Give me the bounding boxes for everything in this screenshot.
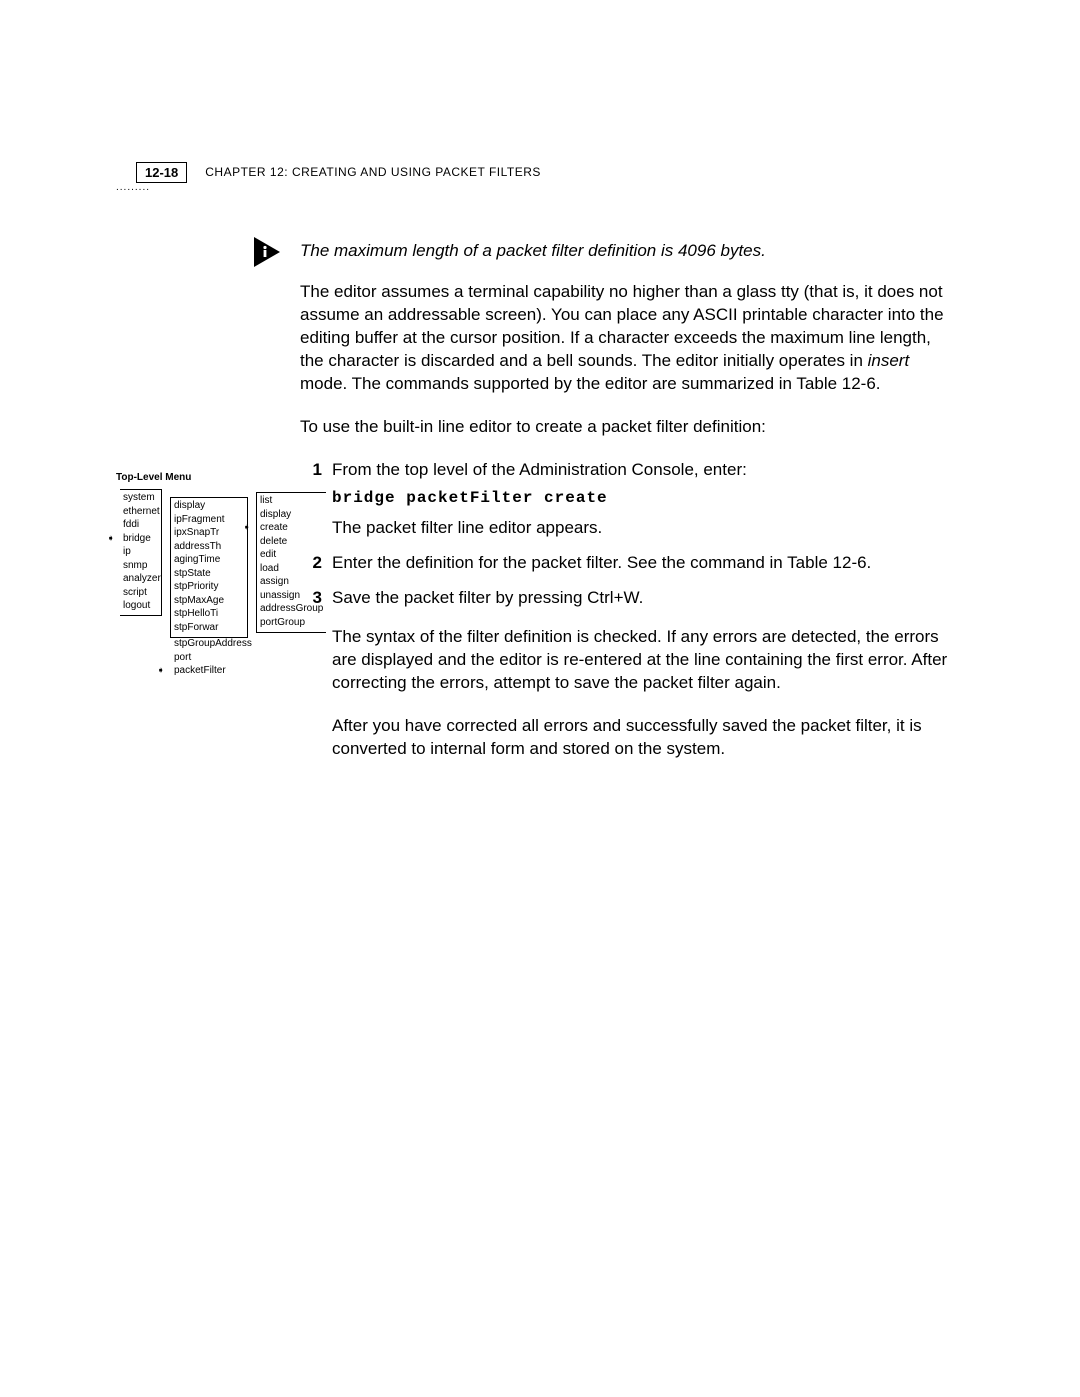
- menu-item: packetFilter: [170, 665, 248, 679]
- instruction-intro: To use the built-in line editor to creat…: [300, 416, 950, 439]
- menu-item: edit: [260, 549, 323, 563]
- menu-item: port: [170, 651, 248, 665]
- menu-item: agingTime: [174, 554, 244, 568]
- menu-item: ipFragment: [174, 513, 244, 527]
- page-number: 12-18: [136, 162, 187, 183]
- menu-item: display: [174, 500, 244, 514]
- page-header: 12-18 CHAPTER 12: CREATING AND USING PAC…: [136, 162, 940, 183]
- menu-item: stpState: [174, 567, 244, 581]
- command-text: bridge packetFilter create: [332, 488, 950, 510]
- menu-item: ip: [123, 546, 158, 560]
- menu-item: ethernet: [123, 505, 158, 519]
- menu-item: fddi: [123, 519, 158, 533]
- menu-title: Top-Level Menu: [116, 472, 330, 485]
- menu-item: create: [260, 522, 323, 536]
- step3-para-b: After you have corrected all errors and …: [332, 715, 950, 761]
- menu-diagram: Top-Level Menu systemethernetfddibridgei…: [116, 472, 330, 679]
- max-length-note: The maximum length of a packet filter de…: [300, 240, 950, 263]
- menu-item: stpMaxAge: [174, 594, 244, 608]
- menu-item: snmp: [123, 559, 158, 573]
- main-content: The maximum length of a packet filter de…: [300, 240, 950, 791]
- menu-item: load: [260, 562, 323, 576]
- menu-item: script: [123, 586, 158, 600]
- para1-b: mode. The commands supported by the edit…: [300, 374, 881, 393]
- step1-line2: The packet filter line editor appears.: [332, 517, 950, 540]
- menu-item: portGroup: [260, 616, 323, 630]
- menu-item: bridge: [123, 532, 158, 546]
- menu-item: stpHelloTi: [174, 608, 244, 622]
- menu-item: addressGroup: [260, 603, 323, 617]
- menu-item: analyzer: [123, 573, 158, 587]
- editor-description: The editor assumes a terminal capability…: [300, 281, 950, 396]
- step3-line1: Save the packet filter by pressing Ctrl+…: [332, 587, 950, 610]
- para1-a: The editor assumes a terminal capability…: [300, 282, 944, 370]
- insert-mode-word: insert: [868, 351, 910, 370]
- menu-item: ipxSnapTr: [174, 527, 244, 541]
- step1-line1: From the top level of the Administration…: [332, 459, 950, 482]
- menu-item: unassign: [260, 589, 323, 603]
- info-icon: [254, 237, 290, 267]
- chapter-title: CHAPTER 12: CREATING AND USING PACKET FI…: [205, 162, 541, 179]
- chapter-title-text: CHAPTER 12: CREATING AND USING PACKET FI…: [205, 165, 541, 179]
- step-3: 3 Save the packet filter by pressing Ctr…: [300, 587, 950, 781]
- step-body: From the top level of the Administration…: [332, 459, 950, 540]
- header-dots: .........: [116, 182, 150, 193]
- step-body: Enter the definition for the packet filt…: [332, 552, 950, 575]
- menu-item: logout: [123, 600, 158, 614]
- menu-col-1: systemethernetfddibridgeipsnmpanalyzersc…: [116, 488, 166, 618]
- menu-col-3: listdisplaycreatedeleteeditloadassignuna…: [252, 491, 330, 634]
- menu-item: display: [260, 508, 323, 522]
- menu-col-2: displayipFragmentipxSnapTraddressThaging…: [166, 496, 252, 680]
- menu-item: stpPriority: [174, 581, 244, 595]
- step3-para-a: The syntax of the filter definition is c…: [332, 626, 950, 695]
- menu-item: delete: [260, 535, 323, 549]
- step2-line1: Enter the definition for the packet filt…: [332, 552, 950, 575]
- step-2: 2 Enter the definition for the packet fi…: [300, 552, 950, 575]
- step-1: 1 From the top level of the Administrati…: [300, 459, 950, 540]
- menu-item: list: [260, 495, 323, 509]
- step-body: Save the packet filter by pressing Ctrl+…: [332, 587, 950, 781]
- menu-item: system: [123, 492, 158, 506]
- menu-item: assign: [260, 576, 323, 590]
- menu-item: addressTh: [174, 540, 244, 554]
- menu-item: stpGroupAddress: [170, 638, 248, 652]
- menu-item: stpForwar: [174, 621, 244, 635]
